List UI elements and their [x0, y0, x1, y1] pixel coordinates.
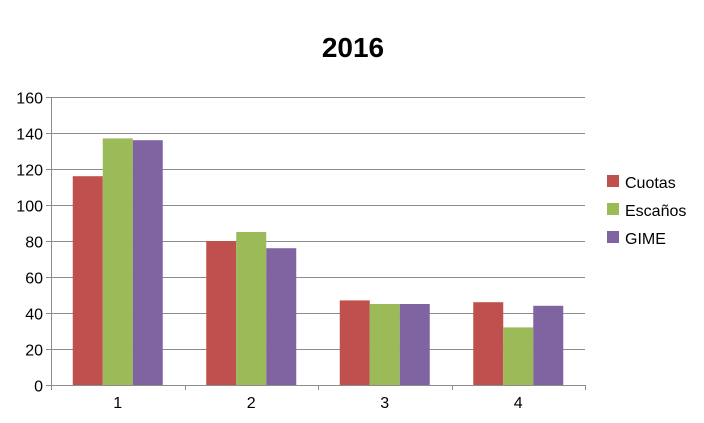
legend-swatch	[607, 203, 619, 215]
y-tick-label: 20	[25, 343, 43, 360]
legend-label: Cuotas	[625, 175, 676, 192]
bar-escaños-4	[503, 327, 534, 385]
y-tick-label: 120	[16, 163, 43, 180]
legend-label: Escaños	[625, 203, 686, 220]
bar-gime-2	[266, 248, 297, 385]
bar-escaños-1	[102, 138, 133, 385]
legend-swatch	[607, 231, 619, 243]
x-tick-label: 2	[247, 395, 256, 412]
bar-gime-4	[533, 305, 564, 385]
bar-gime-3	[399, 304, 430, 385]
bar-cuotas-1	[72, 176, 103, 385]
y-tick-label: 160	[16, 91, 43, 108]
bar-escaños-3	[369, 304, 400, 385]
y-tick-label: 40	[25, 307, 43, 324]
legend: Cuotas Escaños GIME	[607, 175, 686, 248]
y-tick-label: 60	[25, 271, 43, 288]
chart-title: 2016	[322, 32, 384, 63]
legend-swatch	[607, 175, 619, 187]
bar-cuotas-4	[473, 302, 504, 385]
y-tick-label: 140	[16, 127, 43, 144]
axes: 0 20 40 60 80 100 120 140 160 1 2 3 4	[16, 91, 586, 412]
bars	[72, 138, 564, 385]
x-tick-label: 1	[113, 395, 122, 412]
y-tick-label: 100	[16, 199, 43, 216]
bar-cuotas-3	[339, 300, 370, 385]
bar-gime-1	[132, 140, 163, 385]
x-tick-label: 3	[380, 395, 389, 412]
y-tick-label: 80	[25, 235, 43, 252]
bar-escaños-2	[236, 232, 267, 385]
legend-label: GIME	[625, 231, 666, 248]
y-tick-label: 0	[34, 379, 43, 396]
x-tick-label: 4	[514, 395, 523, 412]
bar-cuotas-2	[206, 241, 237, 385]
